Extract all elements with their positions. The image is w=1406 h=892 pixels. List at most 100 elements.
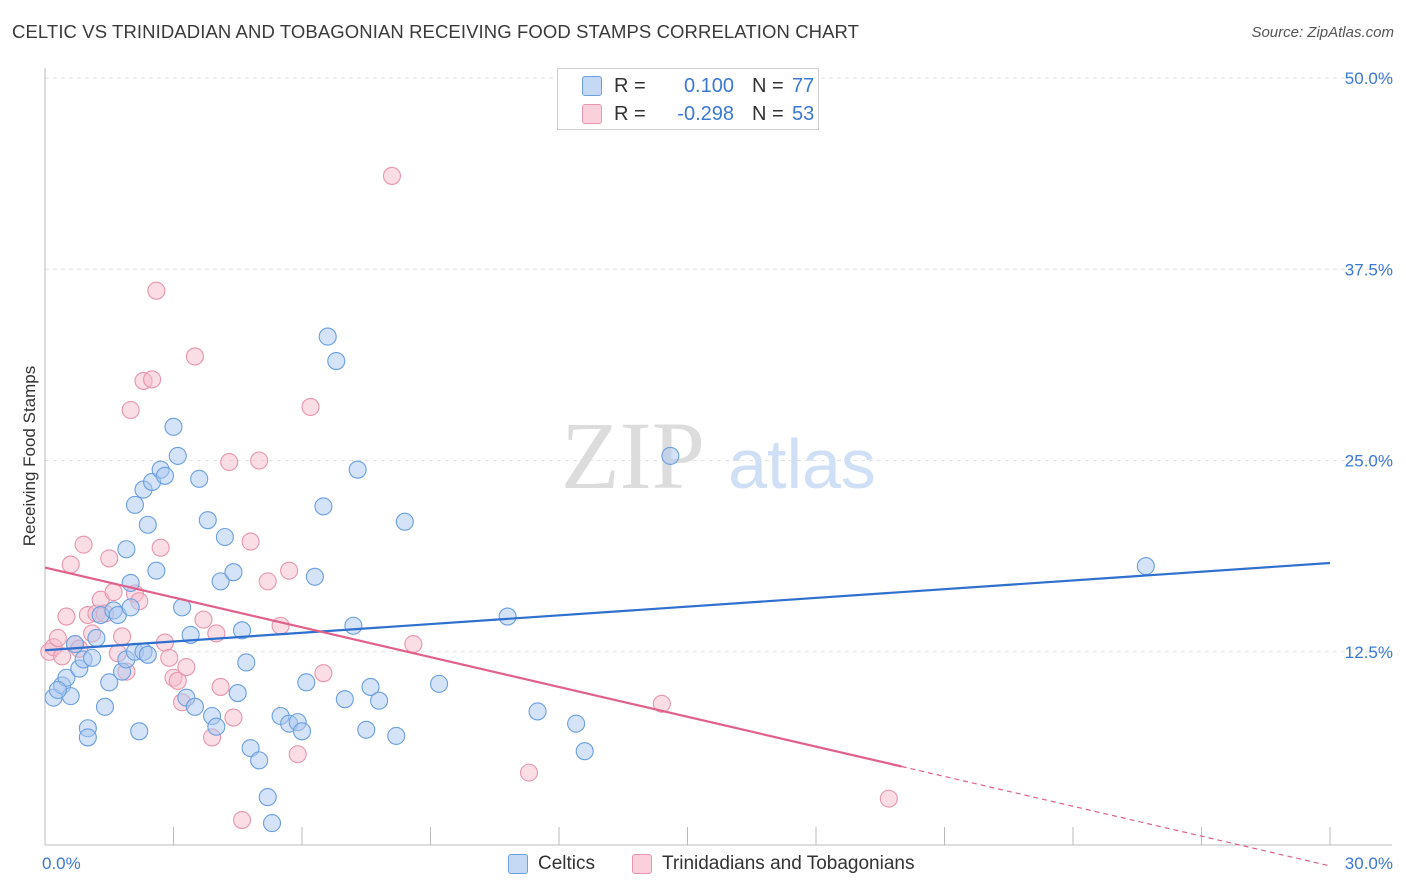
celtic-point xyxy=(185,697,204,716)
watermark: ZIP atlas xyxy=(561,402,876,509)
celtic-point xyxy=(387,726,406,745)
celtic-point xyxy=(95,697,115,716)
celtic-point xyxy=(224,563,243,582)
trinidadian-point xyxy=(211,677,230,696)
celtic-point xyxy=(211,572,230,591)
celtic-point xyxy=(125,495,144,514)
celtic-point xyxy=(567,714,586,733)
celtic-point xyxy=(348,460,367,479)
bottom-legend-swatch-celtics xyxy=(508,854,528,874)
bottom-legend-swatch-trinidadians xyxy=(632,854,652,874)
source-credit: Source: ZipAtlas.com xyxy=(1251,24,1394,41)
legend-n-label: N = xyxy=(752,102,784,125)
trinidadian-point xyxy=(100,549,119,568)
trinidadian-point xyxy=(382,166,402,185)
trend-lines xyxy=(44,561,1331,867)
celtic-point xyxy=(661,446,680,465)
correlation-legend: R = 0.100 N = 77 R = -0.298 N = 53 xyxy=(557,68,819,130)
trinidadian-point xyxy=(280,561,299,580)
celtic-point xyxy=(100,673,119,692)
legend-r-label: R = xyxy=(614,102,646,125)
celtic-point xyxy=(297,673,316,692)
legend-n-value: 77 xyxy=(792,74,815,97)
trinidadian-point xyxy=(241,532,260,551)
celtic-point xyxy=(138,645,157,664)
celtic-point xyxy=(232,621,252,640)
celtic-point xyxy=(78,728,97,747)
legend-r-label: R = xyxy=(614,74,646,97)
celtic-point xyxy=(215,527,234,547)
celtic-point xyxy=(117,540,136,559)
trinidadian-point xyxy=(143,370,162,389)
trinidadian-point xyxy=(250,451,269,470)
legend-r-value: 0.100 xyxy=(683,74,734,97)
x-tick-labels: 0.0% 30.0% xyxy=(42,854,1393,873)
celtic-point xyxy=(155,466,174,485)
legend-row-celtics: R = 0.100 N = 77 xyxy=(582,74,814,98)
bottom-legend-trinidadians: Trinidadians and Tobagonians xyxy=(632,852,914,876)
trinidadian-point xyxy=(168,671,187,690)
legend-n-label: N = xyxy=(752,74,784,97)
celtic-point xyxy=(305,567,324,586)
trinidadian-point xyxy=(185,347,204,366)
trinidadian-point xyxy=(194,610,213,629)
trinidadian-point xyxy=(220,452,239,472)
trinidadian-point xyxy=(147,281,166,300)
celtic-trend-line xyxy=(44,561,1331,652)
celtic-point xyxy=(344,616,363,635)
celtic-point xyxy=(121,598,140,617)
trinidadian-point xyxy=(74,535,93,554)
trinidadian-point xyxy=(258,572,277,591)
axes xyxy=(44,68,1392,846)
trinidadian-trend-line xyxy=(44,566,902,768)
bottom-legend-celtics: Celtics xyxy=(508,852,595,876)
celtic-point xyxy=(48,680,67,700)
celtic-point xyxy=(498,607,517,626)
celtic-point xyxy=(87,628,106,648)
legend-row-trinidadians: R = -0.298 N = 53 xyxy=(582,102,814,126)
celtic-point xyxy=(83,648,102,667)
bottom-legend-label-celtics: Celtics xyxy=(538,853,596,874)
celtic-point xyxy=(65,635,85,654)
x-tick-label-min: 0.0% xyxy=(42,854,81,873)
trinidadian-point xyxy=(652,694,671,713)
celtic-point xyxy=(250,751,269,770)
trinidadian-point xyxy=(151,538,170,557)
celtic-point xyxy=(168,446,187,465)
trinidadian-point xyxy=(113,627,132,646)
trinidadian-point xyxy=(57,607,76,626)
celtic-point xyxy=(198,511,217,530)
trinidadian-point xyxy=(288,745,307,764)
y-tick-labels: 12.5% 25.0% 37.5% 50.0% xyxy=(1345,69,1393,662)
trinidadian-point xyxy=(104,583,123,602)
legend-swatch-celtics xyxy=(582,76,602,96)
trinidadian-trend-extension xyxy=(901,765,1331,867)
celtic-point xyxy=(335,690,354,709)
trinidadian-point xyxy=(314,664,333,683)
celtic-point xyxy=(357,720,376,739)
watermark-zip: ZIP xyxy=(561,402,705,509)
trinidadian-point xyxy=(160,648,179,667)
legend-r-value: -0.298 xyxy=(677,102,734,125)
celtic-point xyxy=(207,717,226,736)
x-tick-label-max: 30.0% xyxy=(1345,854,1393,873)
trinidadian-point xyxy=(61,555,80,574)
celtic-point xyxy=(575,742,594,761)
celtic-point xyxy=(237,653,256,672)
legend-n-value: 53 xyxy=(792,102,815,125)
celtic-point xyxy=(262,814,282,833)
y-tick-label: 25.0% xyxy=(1345,452,1393,471)
y-tick-label: 50.0% xyxy=(1345,69,1393,88)
celtic-point xyxy=(314,497,333,516)
trinidadian-point xyxy=(224,708,243,727)
celtic-point xyxy=(395,512,414,531)
trinidadian-point xyxy=(301,397,320,417)
celtic-point xyxy=(138,515,157,534)
chart-title: CELTIC VS TRINIDADIAN AND TOBAGONIAN REC… xyxy=(12,21,860,42)
y-tick-label: 12.5% xyxy=(1345,643,1393,662)
series-celtic-points xyxy=(44,327,1155,833)
celtic-point xyxy=(57,668,76,687)
celtic-point xyxy=(164,417,183,436)
celtic-point xyxy=(361,677,380,696)
